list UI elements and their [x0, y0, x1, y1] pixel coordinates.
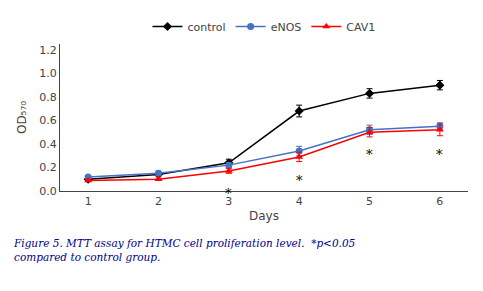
svg-text:0.8: 0.8 [39, 91, 57, 104]
svg-text:Figure 5. MTT assay for HTMC c: Figure 5. MTT assay for HTMC cell prolif… [13, 237, 356, 263]
svg-text:0.6: 0.6 [39, 114, 57, 127]
svg-text:5: 5 [366, 195, 373, 208]
svg-text:0.0: 0.0 [39, 185, 57, 198]
svg-text:*: * [436, 147, 443, 162]
svg-text:3: 3 [225, 195, 232, 208]
svg-text:6: 6 [436, 195, 443, 208]
svg-text:1: 1 [85, 195, 92, 208]
svg-text:1.2: 1.2 [39, 44, 57, 57]
svg-text:1.0: 1.0 [39, 67, 57, 80]
svg-text:0.2: 0.2 [39, 161, 57, 174]
svg-text:Days: Days [249, 209, 279, 223]
svg-text:*: * [225, 186, 232, 201]
svg-text:CAV1: CAV1 [346, 21, 375, 34]
svg-text:eNOS: eNOS [271, 21, 302, 34]
svg-text:4: 4 [296, 195, 303, 208]
svg-text:OD₅₇₀: OD₅₇₀ [15, 101, 29, 134]
svg-text:*: * [296, 173, 303, 188]
svg-text:2: 2 [155, 195, 162, 208]
svg-text:control: control [188, 21, 226, 34]
svg-text:*: * [366, 147, 373, 162]
svg-text:0.4: 0.4 [39, 138, 57, 151]
